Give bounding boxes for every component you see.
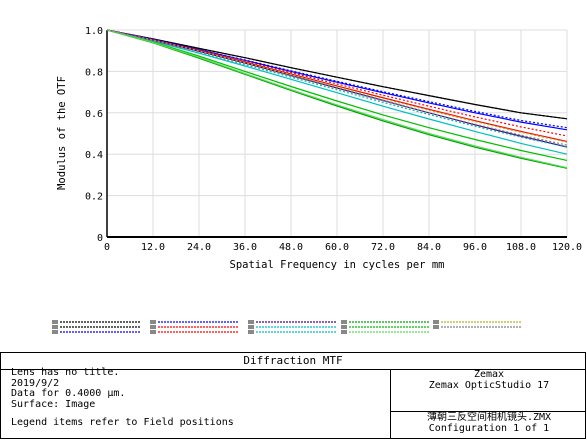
chart-series bbox=[106, 29, 568, 169]
plot-title: Diffraction MTF bbox=[1, 353, 585, 370]
legend-marker bbox=[433, 325, 439, 329]
legend-note: Legend items refer to Field positions bbox=[11, 417, 234, 428]
mtf-chart: 0 12.0 24.0 36.0 48.0 60.0 72.0 84.0 96.0 108.0 12… bbox=[52, 26, 582, 334]
y-tick-label: 0.6 bbox=[85, 109, 103, 120]
x-tick-label: 12.0 bbox=[141, 242, 165, 253]
x-tick-label: 24.0 bbox=[187, 242, 211, 253]
divider bbox=[390, 411, 586, 412]
series-line bbox=[106, 29, 568, 148]
divider bbox=[390, 369, 391, 439]
y-tick-label: 0.2 bbox=[85, 192, 103, 203]
chart-axes bbox=[106, 30, 567, 238]
series-line bbox=[106, 29, 568, 129]
series-line bbox=[106, 29, 568, 161]
legend-marker bbox=[248, 325, 254, 329]
x-tick-label: 36.0 bbox=[233, 242, 257, 253]
legend-marker bbox=[150, 320, 156, 324]
chart-grid bbox=[106, 29, 568, 238]
x-tick-label: 96.0 bbox=[463, 242, 487, 253]
legend-marker bbox=[341, 320, 347, 324]
legend-marker bbox=[341, 325, 347, 329]
x-tick-label: 0 bbox=[104, 242, 110, 253]
company-info: Zemax Zemax OpticStudio 17 bbox=[391, 369, 587, 391]
series-line bbox=[106, 29, 568, 169]
x-axis-label: Spatial Frequency in cycles per mm bbox=[230, 259, 445, 271]
series-line bbox=[106, 29, 568, 146]
legend-marker bbox=[150, 330, 156, 334]
series-line bbox=[106, 29, 568, 155]
series-line bbox=[106, 29, 568, 131]
info-box: Diffraction MTF Lens has no title. 2019/… bbox=[0, 352, 586, 439]
x-tick-label: 48.0 bbox=[279, 242, 303, 253]
chart-ticks: 0 12.0 24.0 36.0 48.0 60.0 72.0 84.0 96.0 108.0 12… bbox=[85, 26, 582, 253]
product-name: Zemax OpticStudio 17 bbox=[428, 380, 550, 391]
legend-marker bbox=[341, 330, 347, 334]
x-tick-label: 108.0 bbox=[506, 242, 536, 253]
series-line bbox=[106, 29, 568, 120]
x-tick-label: 72.0 bbox=[371, 242, 395, 253]
chart-legend bbox=[52, 320, 521, 334]
y-tick-label: 1.0 bbox=[85, 26, 103, 37]
legend-marker bbox=[248, 320, 254, 324]
file-info: 薄朝三反空间相机镜头.ZMX Configuration 1 of 1 bbox=[391, 412, 587, 434]
y-tick-label: 0 bbox=[97, 233, 103, 244]
legend-marker bbox=[52, 325, 58, 329]
series-line bbox=[106, 29, 568, 169]
company-name: Zemax bbox=[473, 369, 505, 380]
configuration: Configuration 1 of 1 bbox=[428, 423, 550, 434]
y-axis-label: Modulus of the OTF bbox=[56, 76, 68, 190]
legend-marker bbox=[52, 330, 58, 334]
x-tick-label: 84.0 bbox=[417, 242, 441, 253]
y-tick-label: 0.4 bbox=[85, 150, 103, 161]
legend-marker bbox=[150, 325, 156, 329]
legend-marker bbox=[433, 320, 439, 324]
legend-marker bbox=[52, 320, 58, 324]
y-tick-label: 0.8 bbox=[85, 67, 103, 78]
x-tick-label: 60.0 bbox=[325, 242, 349, 253]
lens-info: Lens has no title. 2019/9/2 Data for 0.4… bbox=[11, 367, 126, 410]
file-name: 薄朝三反空间相机镜头.ZMX bbox=[426, 412, 552, 423]
legend-marker bbox=[248, 330, 254, 334]
series-line bbox=[106, 29, 568, 143]
x-tick-label: 120.0 bbox=[552, 242, 582, 253]
series-line bbox=[106, 29, 568, 137]
